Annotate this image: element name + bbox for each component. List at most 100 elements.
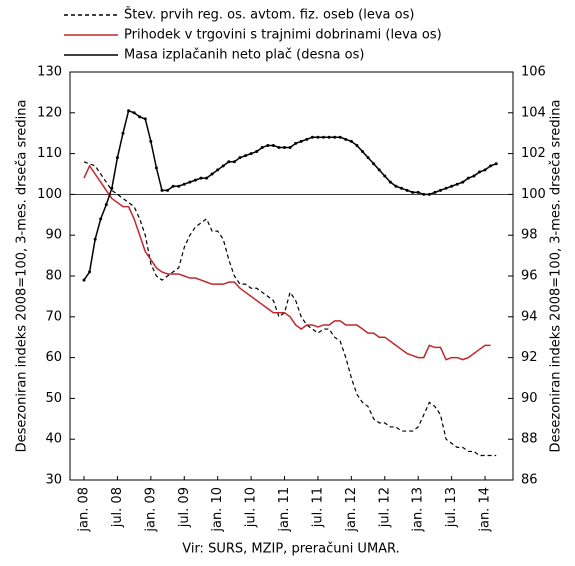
- point: [405, 188, 409, 192]
- point: [88, 270, 92, 274]
- series-line: [83, 161, 497, 457]
- point: [494, 162, 498, 166]
- point: [188, 180, 192, 184]
- y-tick-label: 60: [45, 350, 62, 365]
- y-tick-label: 80: [45, 269, 62, 284]
- point: [138, 115, 142, 119]
- point: [416, 190, 420, 194]
- point: [260, 145, 264, 149]
- series-line: [83, 109, 497, 281]
- point: [294, 141, 298, 145]
- series-line: [83, 164, 491, 361]
- point: [438, 188, 442, 192]
- point: [305, 137, 309, 141]
- point: [193, 178, 197, 182]
- point: [411, 190, 415, 194]
- point: [121, 131, 125, 135]
- point: [450, 184, 454, 188]
- y-axis-label: Desezoniran indeks 2008=100, 3-mes. drse…: [15, 100, 30, 453]
- y2-tick-label: 94: [521, 309, 538, 324]
- point: [216, 168, 220, 172]
- point: [255, 150, 259, 154]
- point: [383, 174, 387, 178]
- point: [355, 143, 359, 147]
- plot-frame: [69, 71, 514, 481]
- point: [238, 156, 242, 160]
- point: [377, 168, 381, 172]
- point: [232, 160, 236, 164]
- point: [461, 180, 465, 184]
- x-tick-label: jan. 08: [77, 487, 92, 533]
- point: [361, 150, 364, 154]
- y2-tick-label: 100: [521, 187, 546, 202]
- point: [394, 184, 398, 188]
- x-tick-label: jan. 11: [277, 487, 292, 533]
- legend-label: Štev. prvih reg. os. avtom. fiz. oseb (l…: [124, 7, 414, 23]
- point: [277, 145, 281, 149]
- point: [333, 135, 337, 139]
- x-tick-label: jul. 09: [177, 487, 192, 528]
- point: [127, 109, 131, 113]
- point: [310, 135, 314, 139]
- point: [327, 135, 331, 139]
- x-tick-label: jul. 10: [244, 487, 259, 528]
- point: [344, 137, 348, 141]
- y-tick-label: 40: [45, 432, 62, 447]
- y-tick-label: 90: [45, 228, 62, 243]
- y2-tick-label: 92: [521, 350, 538, 365]
- x-tick-label: jul. 12: [377, 487, 392, 528]
- point: [427, 192, 431, 196]
- y-tick-label: 120: [37, 105, 62, 120]
- point: [104, 203, 108, 207]
- point: [210, 172, 214, 176]
- point: [472, 174, 476, 178]
- x-tick-label: jan. 13: [411, 487, 426, 533]
- point: [227, 160, 231, 164]
- y2-tick-label: 98: [521, 228, 538, 243]
- x-tick-label: jul. 11: [310, 487, 325, 528]
- point: [221, 164, 225, 168]
- y2-tick-label: 106: [521, 65, 546, 80]
- point: [166, 188, 170, 192]
- y-tick-label: 100: [37, 187, 62, 202]
- point: [299, 139, 303, 143]
- point: [115, 156, 119, 160]
- legend-label: Masa izplačanih neto plač (desna os): [124, 48, 364, 63]
- source-note: Vir: SURS, MZIP, preračuni UMAR.: [182, 542, 400, 557]
- x-tick-label: jan. 10: [210, 487, 225, 533]
- point: [244, 154, 248, 158]
- y2-tick-label: 90: [521, 391, 538, 406]
- point: [483, 168, 487, 172]
- point: [283, 145, 287, 149]
- point: [489, 164, 493, 168]
- point: [433, 190, 437, 194]
- point: [182, 182, 186, 186]
- point: [160, 188, 164, 192]
- point: [366, 156, 370, 160]
- y2-tick-label: 104: [521, 105, 546, 120]
- point: [466, 176, 470, 180]
- point: [338, 135, 342, 139]
- y2-tick-label: 86: [521, 473, 538, 488]
- point: [149, 139, 153, 143]
- y2-axis-label: Desezoniran indeks 2008=100, 3-mes. drse…: [549, 100, 564, 453]
- point: [143, 117, 147, 121]
- point: [372, 162, 376, 166]
- point: [422, 192, 426, 196]
- point: [444, 186, 448, 190]
- point: [99, 217, 103, 221]
- point: [271, 143, 275, 147]
- x-tick-label: jan. 09: [143, 487, 158, 533]
- point: [82, 278, 86, 282]
- y2-tick-label: 88: [521, 432, 538, 447]
- point: [316, 135, 320, 139]
- y2-tick-label: 102: [521, 146, 546, 161]
- point: [349, 139, 353, 143]
- point: [205, 176, 209, 180]
- y-tick-label: 30: [45, 473, 62, 488]
- legend-label: Prihodek v trgovini s trajnimi dobrinami…: [124, 28, 442, 43]
- x-tick-label: jul. 08: [110, 487, 125, 528]
- point: [399, 186, 403, 190]
- x-tick-label: jan. 14: [478, 487, 493, 533]
- point: [199, 176, 203, 180]
